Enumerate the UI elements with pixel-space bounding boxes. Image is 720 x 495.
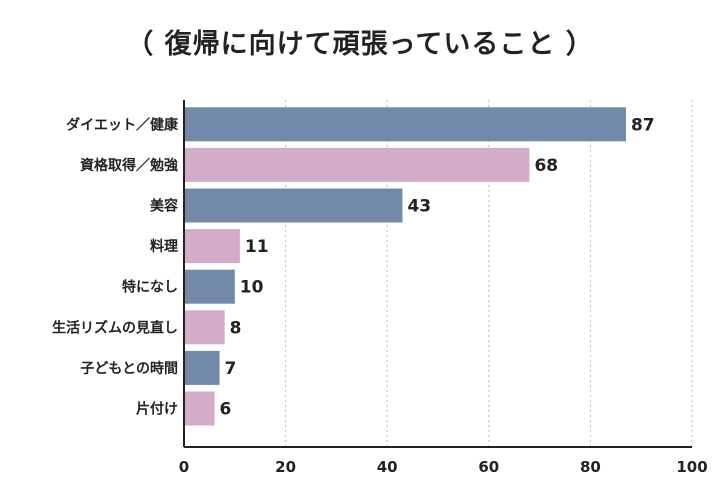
data-label: 11 bbox=[245, 237, 269, 257]
category-label: 子どもとの時間 bbox=[80, 360, 178, 377]
category-label: ダイエット／健康 bbox=[66, 116, 179, 133]
bar bbox=[184, 188, 403, 223]
data-label: 7 bbox=[225, 359, 237, 379]
bar bbox=[184, 147, 530, 182]
category-label: 特になし bbox=[122, 279, 178, 296]
data-label: 87 bbox=[631, 115, 655, 135]
category-label: 片付け bbox=[136, 401, 178, 418]
data-label: 10 bbox=[240, 278, 264, 298]
x-tick-label: 20 bbox=[275, 458, 296, 476]
chart-title: （ 復帰に向けて頑張っていること ） bbox=[126, 29, 594, 60]
bar bbox=[184, 310, 225, 345]
data-label: 43 bbox=[407, 197, 431, 217]
bar bbox=[184, 107, 626, 142]
bar bbox=[184, 229, 240, 264]
data-label: 6 bbox=[219, 400, 231, 420]
bar bbox=[184, 350, 220, 385]
category-label: 資格取得／勉強 bbox=[80, 157, 178, 174]
category-label: 美容 bbox=[150, 198, 178, 215]
data-label: 68 bbox=[534, 156, 558, 176]
x-tick-label: 60 bbox=[478, 458, 499, 476]
bar bbox=[184, 391, 215, 426]
x-tick-label: 0 bbox=[179, 458, 189, 476]
x-tick-label: 80 bbox=[580, 458, 601, 476]
bar bbox=[184, 269, 235, 304]
x-tick-label: 100 bbox=[676, 458, 707, 476]
x-tick-label: 40 bbox=[377, 458, 398, 476]
category-label: 生活リズムの見直し bbox=[52, 319, 178, 336]
category-label: 料理 bbox=[150, 238, 178, 255]
data-label: 8 bbox=[230, 318, 242, 338]
